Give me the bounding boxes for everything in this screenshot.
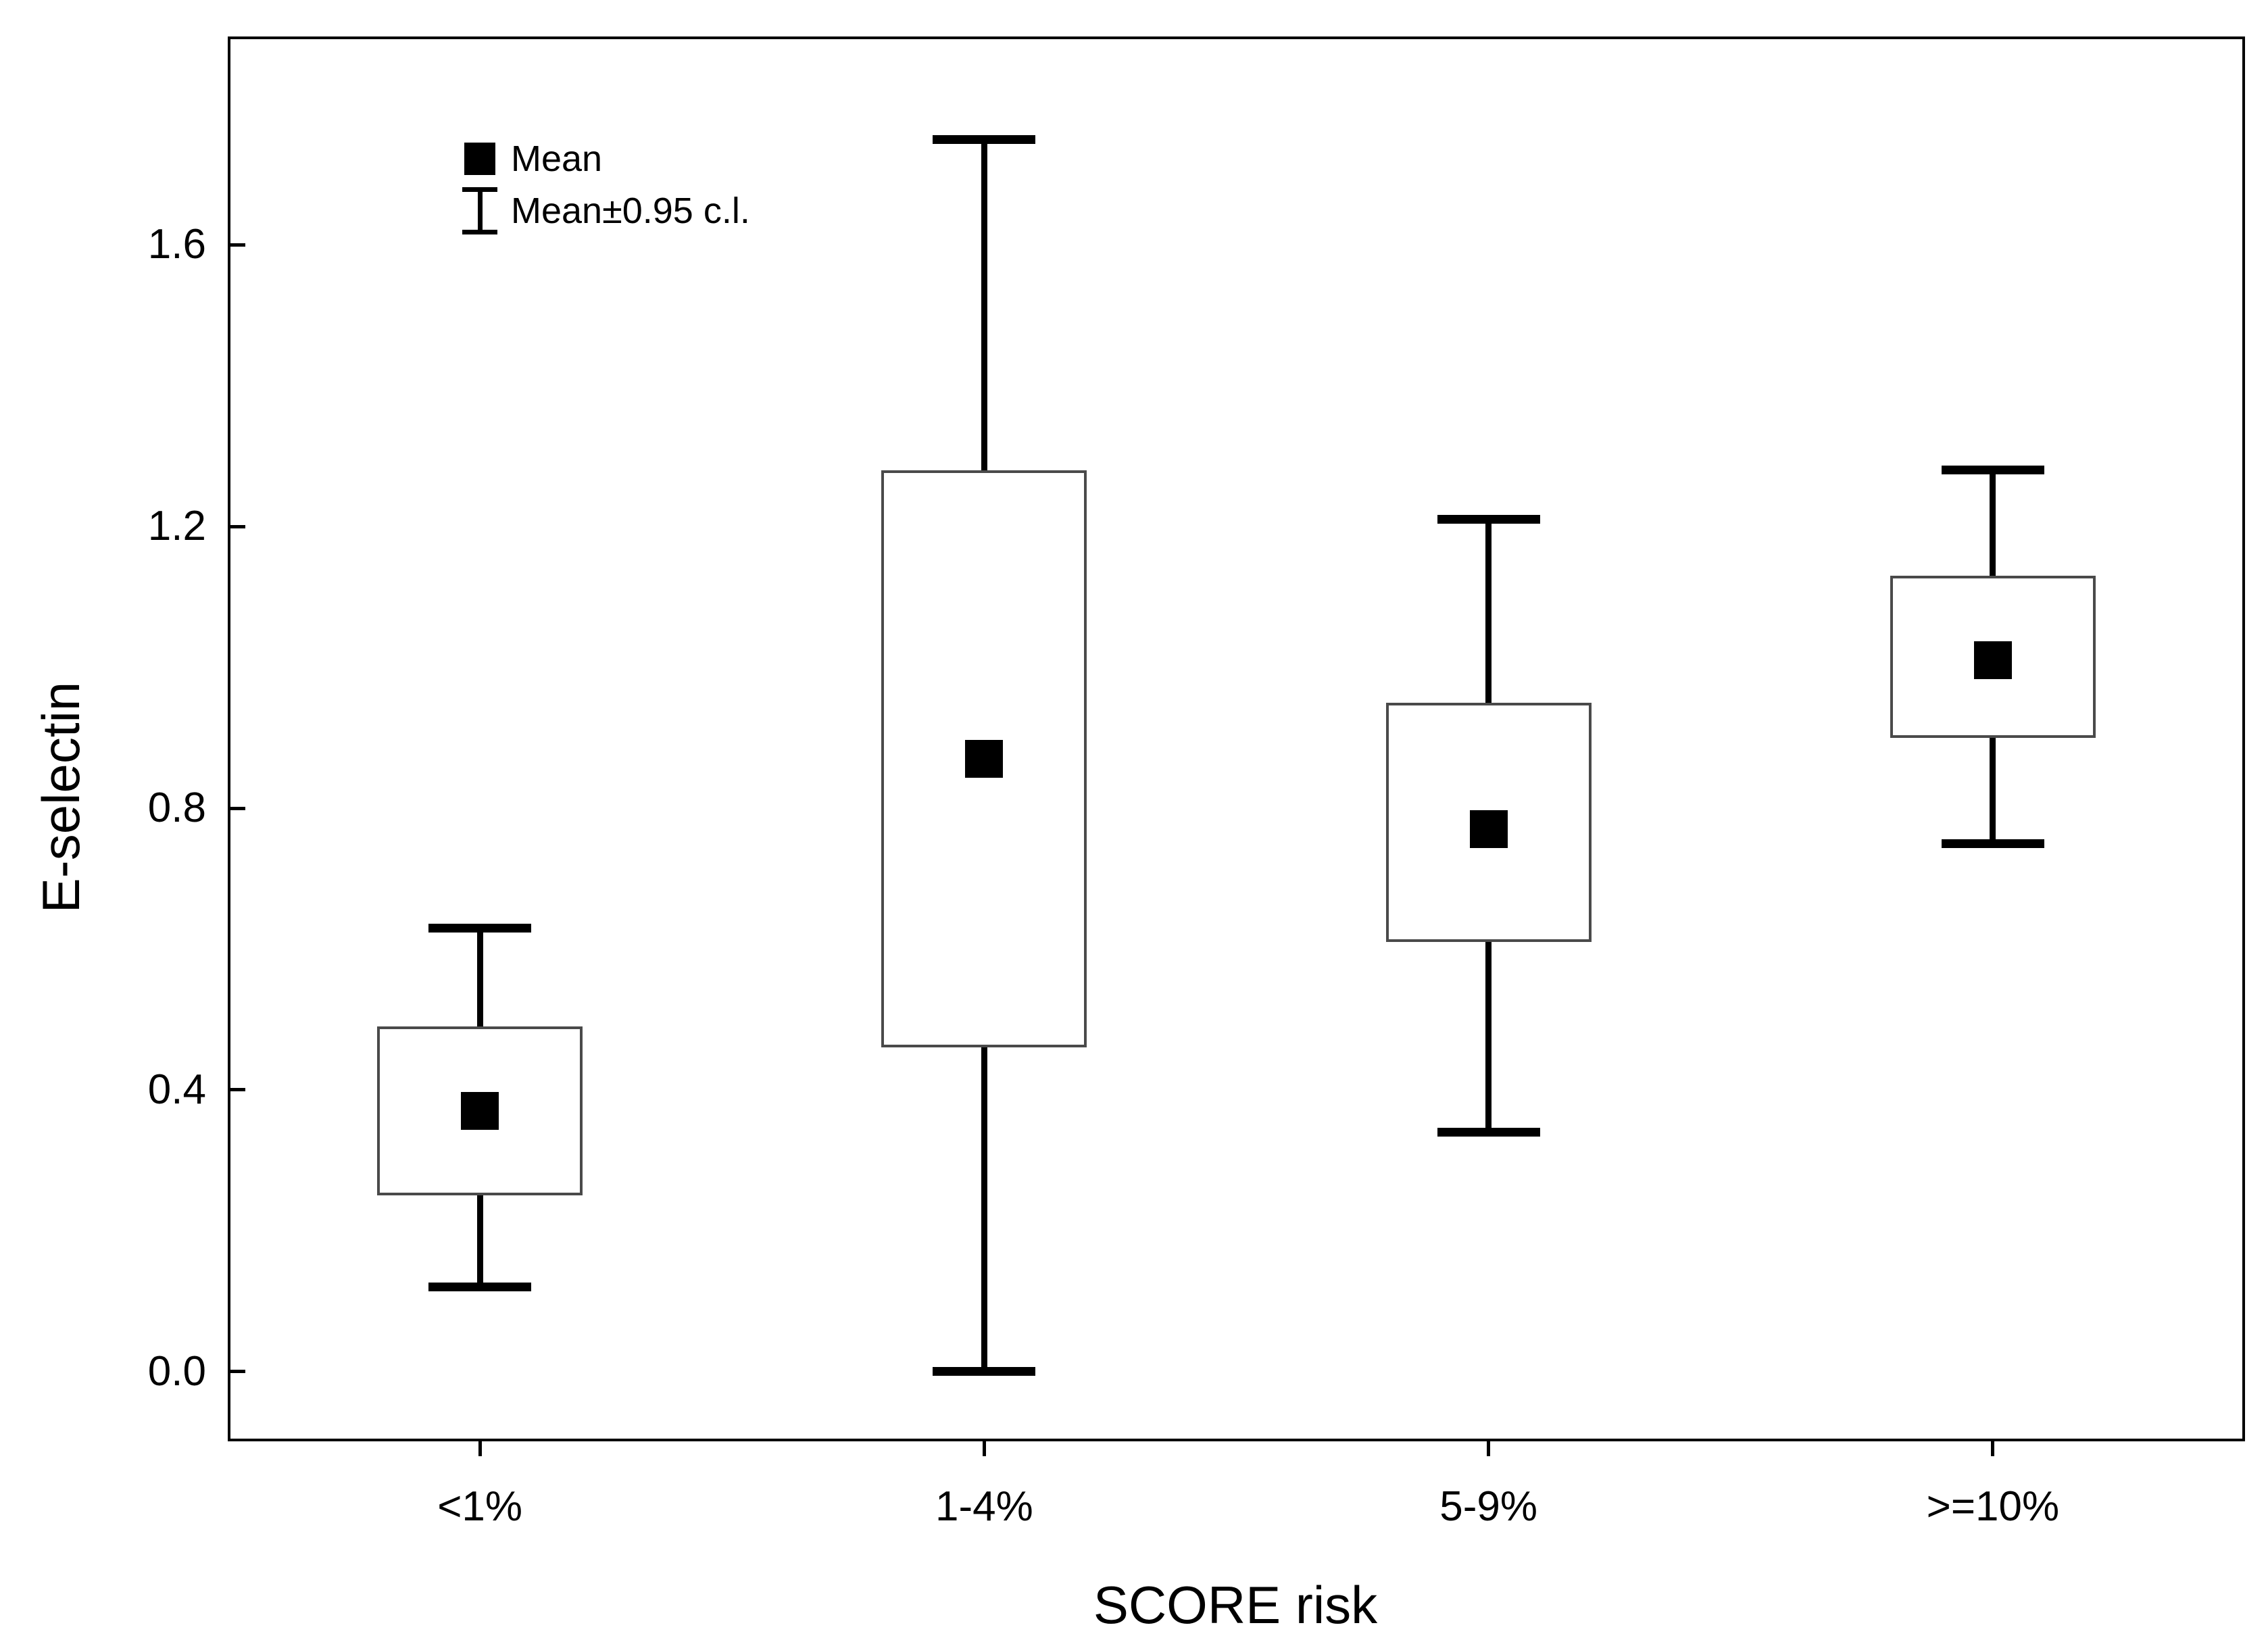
- legend-item-mean: Mean: [458, 137, 750, 180]
- x-axis-tick-label: 5-9%: [1439, 1483, 1537, 1530]
- plot-area: [228, 36, 2245, 1441]
- x-axis-tick: [478, 1441, 482, 1456]
- mean-square-icon: [464, 143, 495, 175]
- whisker-cap-top: [1941, 466, 2044, 475]
- whisker-cap-bottom: [1941, 839, 2044, 848]
- y-axis-tick: [230, 806, 245, 810]
- y-axis-tick-label: 0.0: [147, 1347, 206, 1395]
- x-axis-tick-label: <1%: [437, 1483, 523, 1530]
- mean-marker: [965, 740, 1004, 778]
- x-axis-tick-label: >=10%: [1926, 1483, 2060, 1530]
- y-axis-tick-label: 0.4: [147, 1066, 206, 1113]
- mean-marker: [1973, 641, 2012, 680]
- y-axis-tick: [230, 1088, 245, 1092]
- mean-marker: [461, 1092, 499, 1130]
- mean-marker: [1469, 810, 1508, 849]
- y-axis-tick: [230, 1370, 245, 1374]
- whisker-cap-top: [1437, 515, 1540, 524]
- x-axis-title: SCORE risk: [1093, 1575, 1378, 1635]
- y-axis-tick: [230, 524, 245, 528]
- legend: Mean Mean±0.95 c.l.: [458, 137, 750, 234]
- x-axis-tick: [982, 1441, 986, 1456]
- whisker-cap-bottom: [428, 1283, 532, 1292]
- whisker-cap-bottom: [933, 1367, 1036, 1376]
- y-axis-tick-label: 1.6: [147, 221, 206, 268]
- whisker-cap-bottom: [1437, 1128, 1540, 1137]
- error-bar-icon: [462, 187, 497, 234]
- legend-item-ci: Mean±0.95 c.l.: [458, 187, 750, 234]
- whisker-cap-top: [933, 134, 1036, 144]
- x-axis-tick-label: 1-4%: [935, 1483, 1033, 1530]
- legend-label-mean: Mean: [511, 139, 603, 179]
- y-axis-tick-label: 0.8: [147, 785, 206, 832]
- legend-label-ci: Mean±0.95 c.l.: [511, 191, 750, 231]
- whisker-cap-top: [428, 923, 532, 933]
- y-axis-tick: [230, 243, 245, 247]
- x-axis-tick: [1991, 1441, 1995, 1456]
- x-axis-tick: [1487, 1441, 1491, 1456]
- y-axis-tick-label: 1.2: [147, 503, 206, 550]
